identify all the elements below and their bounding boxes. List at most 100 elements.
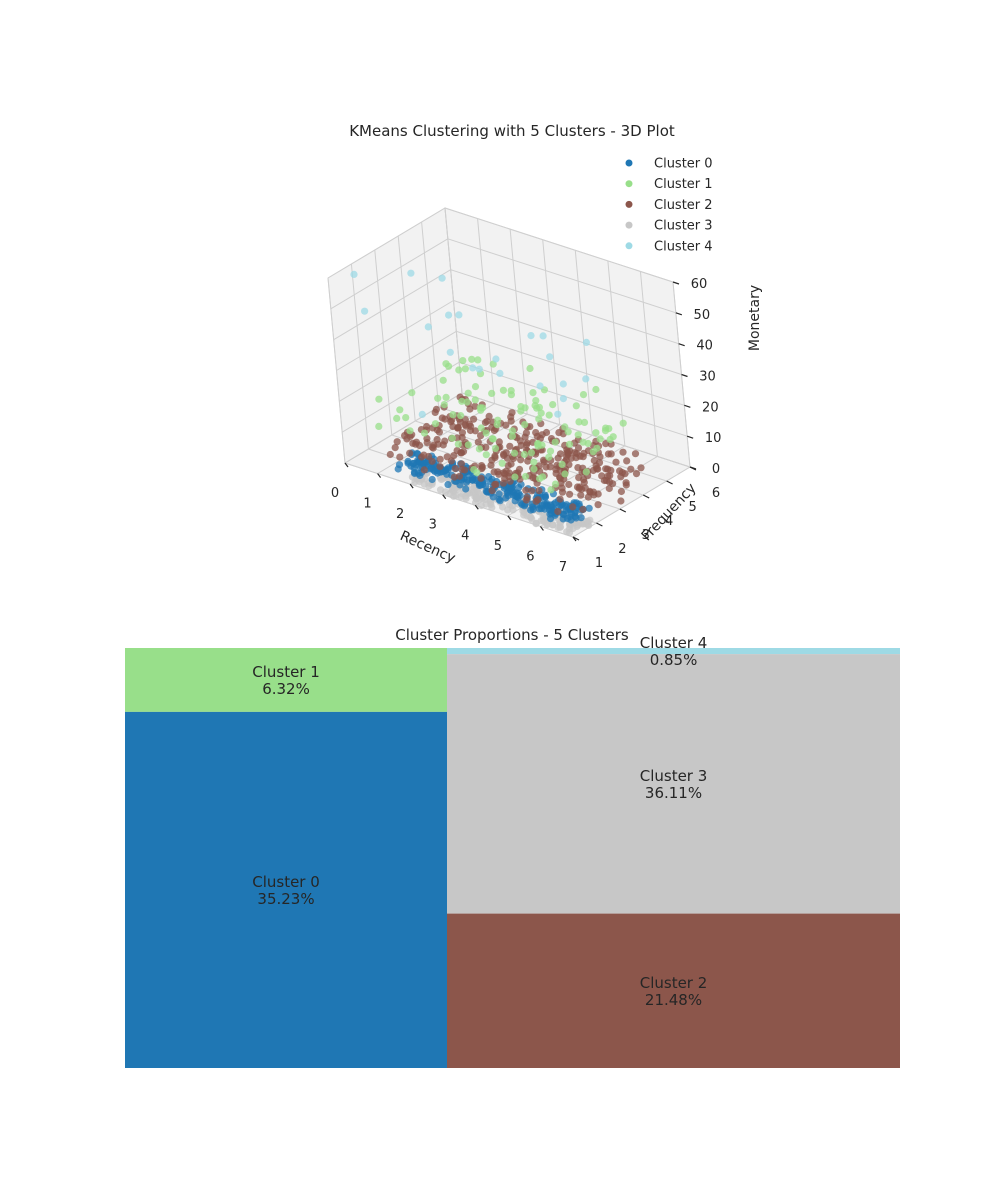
scatter-point — [554, 410, 562, 418]
scatter-point — [511, 497, 519, 505]
z-tick-label: 10 — [705, 431, 722, 446]
scatter-point — [511, 473, 519, 481]
scatter-point — [490, 468, 498, 476]
scatter-point — [451, 465, 459, 473]
x-tick-label: 1 — [363, 497, 371, 512]
scatter-3d-title: KMeans Clustering with 5 Clusters - 3D P… — [349, 122, 675, 140]
z-tick-mark — [689, 466, 697, 470]
scatter-point — [551, 438, 559, 446]
scatter-point — [540, 458, 548, 466]
legend-marker — [625, 159, 633, 167]
gridline — [572, 466, 691, 538]
scatter-point — [445, 311, 453, 319]
y-tick-mark — [619, 508, 627, 513]
scatter-point — [488, 389, 496, 397]
legend-label: Cluster 4 — [654, 239, 713, 254]
scatter-point — [507, 417, 515, 425]
scatter-point — [535, 487, 543, 495]
scatter-point — [464, 389, 472, 397]
scatter-point — [401, 432, 409, 440]
scatter-point — [574, 431, 582, 439]
scatter-point — [612, 458, 620, 466]
scatter-point — [476, 490, 484, 498]
scatter-point — [470, 488, 478, 496]
gridline — [447, 238, 676, 314]
scatter-point — [545, 411, 553, 419]
scatter-point — [412, 438, 420, 446]
scatter-point — [406, 432, 414, 440]
scatter-point — [609, 433, 617, 441]
scatter-point — [502, 467, 510, 475]
x-tick-mark — [442, 494, 447, 500]
x-tick-label: 5 — [494, 539, 502, 554]
gridline — [339, 330, 457, 402]
y-tick-label: 5 — [688, 500, 696, 515]
scatter-point — [536, 475, 544, 483]
scatter-point — [506, 477, 514, 485]
scatter-point — [449, 411, 457, 419]
scatter-point — [462, 492, 470, 500]
scatter-point — [436, 455, 444, 463]
scatter-point — [538, 502, 546, 510]
scatter-point — [617, 487, 626, 496]
scatter-point — [565, 480, 573, 489]
scatter-point — [508, 432, 516, 440]
gridline — [453, 300, 682, 375]
gridline — [456, 330, 685, 406]
scatter-point — [619, 448, 627, 456]
scatter-point — [594, 501, 602, 509]
scatter-point — [420, 466, 428, 474]
scatter-point — [517, 499, 525, 507]
scatter-point — [361, 307, 369, 315]
scatter-point — [425, 452, 433, 461]
x-tick-mark — [409, 483, 414, 489]
treemap-tile-percent: 21.48% — [645, 991, 702, 1009]
gridline — [333, 269, 451, 341]
scatter-point — [462, 485, 470, 493]
scatter-point — [431, 408, 439, 416]
scatter-point — [623, 457, 631, 465]
scatter-point — [488, 435, 496, 443]
scatter-point — [619, 419, 627, 427]
legend-label: Cluster 1 — [654, 177, 713, 192]
treemap-labels: Cluster 16.32% Cluster 035.23% Cluster 40.… — [252, 634, 707, 1009]
scatter-point — [502, 449, 510, 457]
scatter-point — [579, 505, 587, 513]
scatter-point — [503, 489, 511, 497]
scatter-point — [585, 504, 593, 512]
scatter-point — [546, 353, 554, 361]
scatter-point — [459, 448, 468, 456]
scatter-point — [492, 480, 500, 488]
scatter-point — [506, 442, 514, 450]
scatter-point — [436, 486, 445, 494]
treemap-tile-label: Cluster 4 — [640, 634, 708, 652]
x-tick-label: 0 — [331, 486, 339, 501]
scatter-point — [427, 465, 435, 473]
scatter-point — [418, 410, 426, 418]
scatter-point — [558, 484, 566, 492]
scatter-point — [455, 366, 463, 374]
scatter-point — [556, 495, 564, 503]
scatter-point — [406, 449, 414, 457]
scatter-point — [396, 406, 404, 414]
series-cluster-1 — [375, 355, 627, 494]
scatter-point — [526, 364, 534, 373]
scatter-point — [586, 516, 594, 524]
scatter-point — [488, 487, 496, 495]
treemap-tile-percent: 35.23% — [257, 890, 314, 908]
treemap-tile — [447, 648, 900, 655]
scatter-point — [420, 429, 429, 437]
scatter-point — [532, 429, 540, 437]
scatter-point — [471, 427, 479, 435]
x-tick-mark — [474, 504, 479, 510]
scatter-point — [593, 465, 601, 473]
scatter-point — [495, 490, 503, 498]
scatter-point — [504, 462, 512, 470]
treemap-tile-percent: 36.11% — [645, 784, 702, 802]
scatter-point — [435, 428, 443, 436]
scatter-point — [457, 412, 465, 420]
y-tick-label: 4 — [665, 514, 673, 529]
x-axis-label: Recency — [397, 528, 457, 567]
scatter-point — [501, 474, 509, 482]
scatter-point — [461, 365, 469, 373]
